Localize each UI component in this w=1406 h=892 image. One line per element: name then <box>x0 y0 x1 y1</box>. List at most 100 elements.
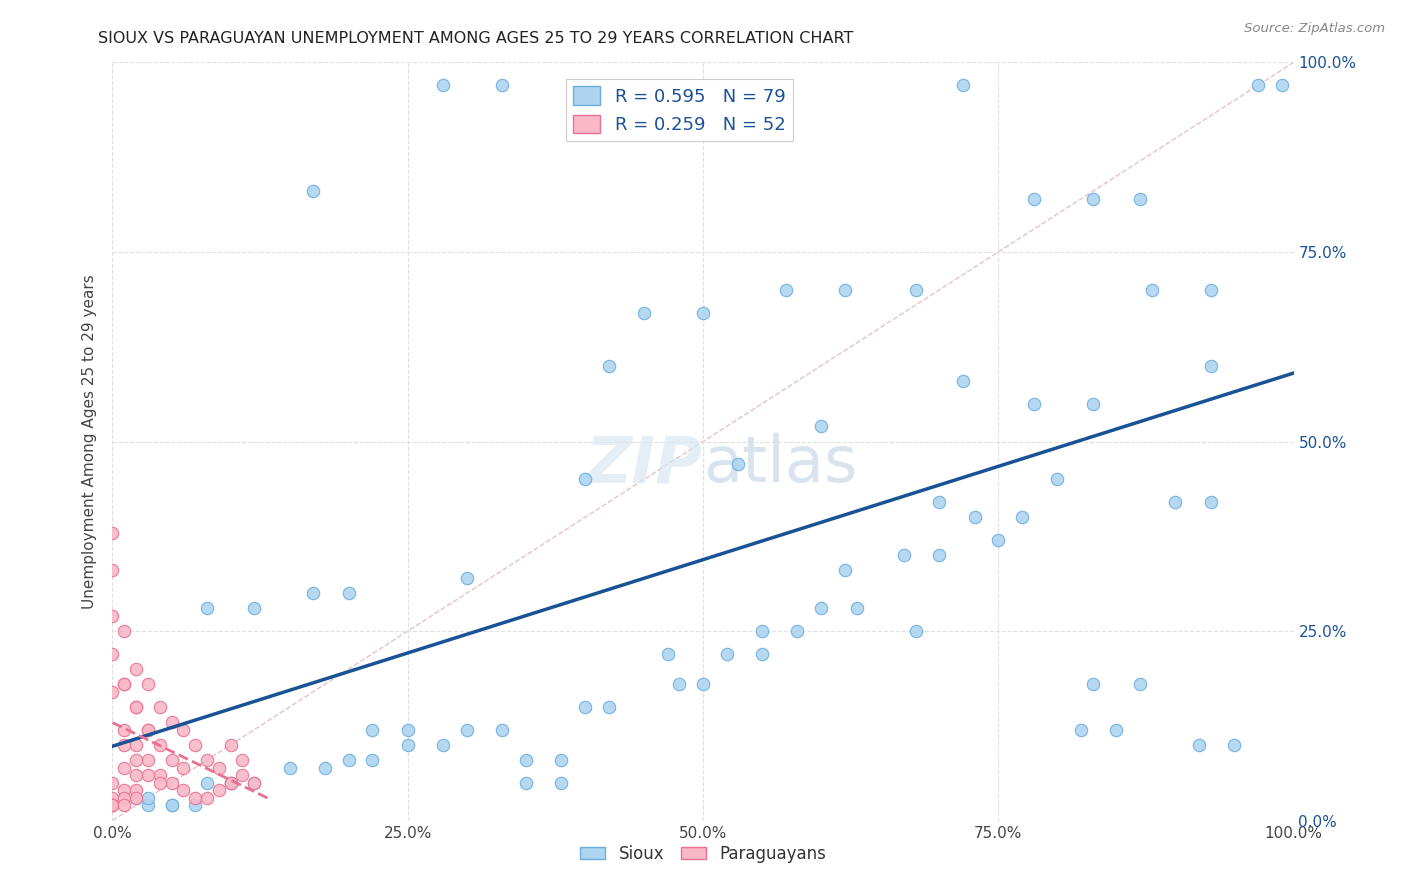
Text: SIOUX VS PARAGUAYAN UNEMPLOYMENT AMONG AGES 25 TO 29 YEARS CORRELATION CHART: SIOUX VS PARAGUAYAN UNEMPLOYMENT AMONG A… <box>98 31 853 46</box>
Point <box>396 723 419 737</box>
Point <box>219 738 242 752</box>
Point <box>125 791 148 805</box>
Point <box>1070 723 1092 737</box>
Point <box>810 601 832 615</box>
Point <box>361 753 384 767</box>
Point <box>243 776 266 790</box>
Point <box>1011 510 1033 524</box>
Point <box>136 753 159 767</box>
Point <box>810 419 832 434</box>
Point <box>112 791 135 805</box>
Point <box>1247 78 1270 92</box>
Point <box>952 78 974 92</box>
Point <box>101 791 124 805</box>
Point <box>904 624 927 639</box>
Point <box>456 723 478 737</box>
Point <box>112 798 135 813</box>
Point <box>136 768 159 782</box>
Point <box>208 760 231 774</box>
Point <box>278 760 301 774</box>
Point <box>1081 192 1104 206</box>
Point <box>231 753 253 767</box>
Point <box>1223 738 1246 752</box>
Point <box>112 723 135 737</box>
Point <box>1046 473 1069 487</box>
Point <box>160 753 183 767</box>
Point <box>1081 677 1104 691</box>
Point <box>160 715 183 730</box>
Point <box>786 624 808 639</box>
Point <box>136 723 159 737</box>
Point <box>184 791 207 805</box>
Text: ZIP: ZIP <box>586 434 703 495</box>
Point <box>834 283 856 297</box>
Point <box>337 586 360 600</box>
Point <box>136 791 159 805</box>
Point <box>1022 192 1045 206</box>
Point <box>987 533 1010 548</box>
Point <box>172 783 194 797</box>
Legend: Sioux, Paraguayans: Sioux, Paraguayans <box>574 838 832 869</box>
Point <box>195 791 218 805</box>
Point <box>515 776 537 790</box>
Point <box>149 776 172 790</box>
Point <box>952 374 974 388</box>
Point <box>668 677 690 691</box>
Point <box>101 798 124 813</box>
Point <box>101 776 124 790</box>
Point <box>904 283 927 297</box>
Point <box>112 783 135 797</box>
Point <box>231 768 253 782</box>
Point <box>1199 495 1222 509</box>
Point <box>125 783 148 797</box>
Point <box>775 283 797 297</box>
Point <box>125 768 148 782</box>
Point <box>550 753 572 767</box>
Point <box>337 753 360 767</box>
Point <box>1022 396 1045 410</box>
Point <box>172 723 194 737</box>
Point <box>160 798 183 813</box>
Point <box>432 738 454 752</box>
Point <box>1081 396 1104 410</box>
Point <box>112 677 135 691</box>
Point <box>751 647 773 661</box>
Point <box>1164 495 1187 509</box>
Point <box>302 586 325 600</box>
Point <box>1129 677 1152 691</box>
Point <box>184 798 207 813</box>
Point <box>125 699 148 714</box>
Text: Source: ZipAtlas.com: Source: ZipAtlas.com <box>1244 22 1385 36</box>
Point <box>101 564 124 578</box>
Point <box>396 738 419 752</box>
Y-axis label: Unemployment Among Ages 25 to 29 years: Unemployment Among Ages 25 to 29 years <box>82 274 97 609</box>
Point <box>219 776 242 790</box>
Point <box>845 601 868 615</box>
Point <box>160 798 183 813</box>
Point <box>184 738 207 752</box>
Point <box>112 677 135 691</box>
Point <box>160 776 183 790</box>
Point <box>751 624 773 639</box>
Point <box>136 798 159 813</box>
Point <box>243 776 266 790</box>
Point <box>574 473 596 487</box>
Point <box>1105 723 1128 737</box>
Point <box>928 495 950 509</box>
Point <box>1199 359 1222 373</box>
Point <box>893 548 915 563</box>
Point <box>515 753 537 767</box>
Point <box>112 624 135 639</box>
Point <box>432 78 454 92</box>
Point <box>574 699 596 714</box>
Point <box>302 184 325 198</box>
Point <box>101 608 124 623</box>
Point <box>101 798 124 813</box>
Point <box>125 662 148 676</box>
Point <box>101 525 124 540</box>
Point <box>657 647 679 661</box>
Point <box>963 510 986 524</box>
Point <box>112 760 135 774</box>
Point <box>598 699 620 714</box>
Point <box>692 305 714 319</box>
